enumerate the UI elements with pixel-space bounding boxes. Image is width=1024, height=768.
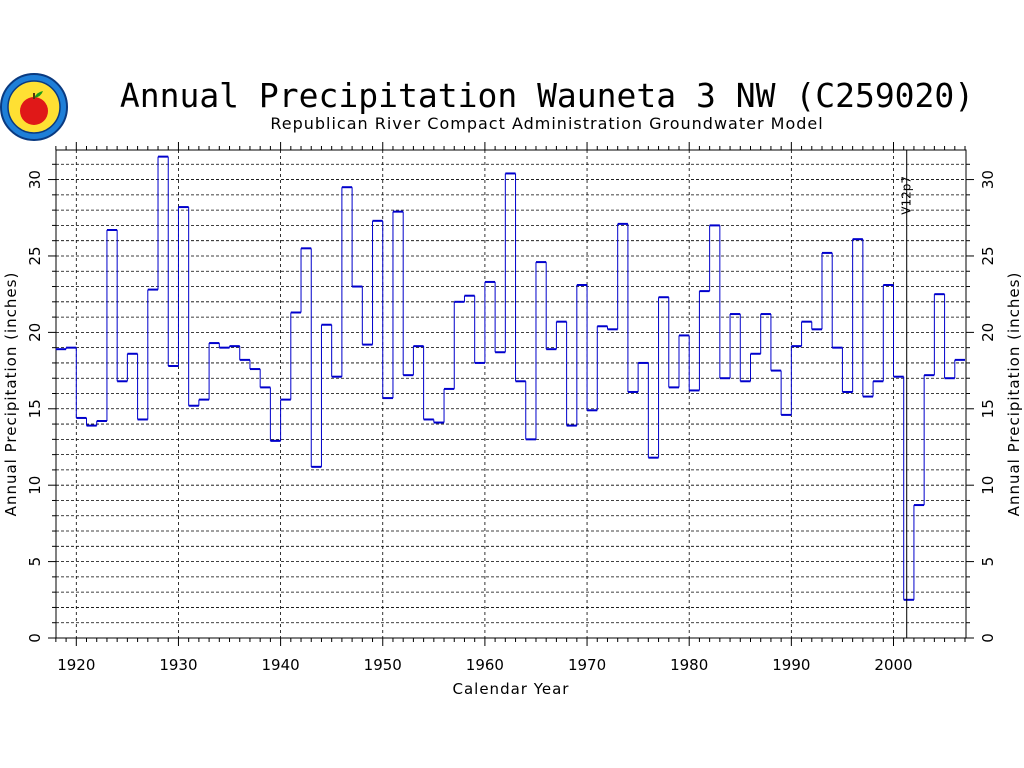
y-tick-label-right: 10: [979, 476, 997, 495]
x-axis-label: Calendar Year: [453, 680, 570, 698]
y-tick-label: 5: [26, 557, 44, 567]
y-tick-label-right: 20: [979, 323, 997, 342]
y-tick-label-right: 0: [979, 633, 997, 643]
y-tick-label: 25: [26, 246, 44, 265]
x-tick-label: 1940: [262, 656, 300, 674]
x-tick-label: 1920: [57, 656, 95, 674]
y-tick-label: 10: [26, 476, 44, 495]
x-tick-label: 1950: [364, 656, 402, 674]
x-tick-label: 1990: [772, 656, 810, 674]
y-tick-label-right: 15: [979, 399, 997, 418]
x-tick-label: 1930: [159, 656, 197, 674]
y-tick-label: 30: [26, 170, 44, 189]
x-tick-label: 1960: [466, 656, 504, 674]
annotation-label: V12p7: [900, 176, 914, 215]
y-tick-label: 0: [26, 633, 44, 643]
x-tick-label: 1970: [568, 656, 606, 674]
x-tick-label: 2000: [874, 656, 912, 674]
chart-title: Annual Precipitation Wauneta 3 NW (C2590…: [120, 76, 974, 115]
y-tick-label: 15: [26, 399, 44, 418]
rrca-logo-icon: [0, 73, 68, 141]
plot-frame: [55, 149, 967, 639]
data-series: [55, 150, 966, 638]
y-axis-label-left: Annual Precipitation (inches): [2, 272, 20, 517]
y-tick-label-right: 25: [979, 246, 997, 265]
chart-subtitle: Republican River Compact Administration …: [270, 114, 823, 133]
axis-ticks: 1920 1930 1940 1950 1960 1970 1980 1990 2000 0 0 5 5…: [26, 142, 997, 674]
grid-lines: [56, 150, 966, 638]
x-tick-label: 1980: [670, 656, 708, 674]
y-tick-label-right: 5: [979, 557, 997, 567]
y-tick-label: 20: [26, 323, 44, 342]
y-axis-label-right: Annual Precipitation (inches): [1005, 272, 1023, 517]
y-tick-label-right: 30: [979, 170, 997, 189]
